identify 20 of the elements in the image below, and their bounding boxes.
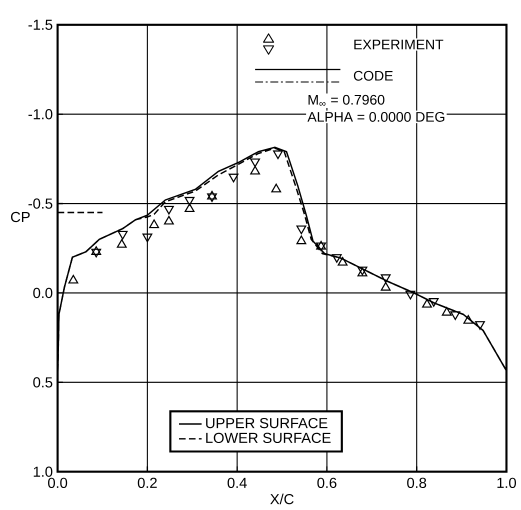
x-tick-label: 0.2	[138, 478, 157, 488]
y-tick-label: 0.5	[33, 376, 52, 388]
annotation: M$_{∞}$ = 0.7960	[308, 94, 384, 106]
x-tick-label: 0.8	[407, 478, 426, 488]
legend-label: UPPER SURFACE	[206, 418, 328, 428]
x-axis-title: X/C	[270, 493, 294, 504]
annotation: CODE	[354, 70, 393, 80]
y-tick-label: 0.0	[33, 288, 52, 298]
annotation: EXPERIMENT	[354, 40, 444, 50]
x-tick-label: 0.0	[48, 478, 68, 488]
x-tick-label: 0.4	[228, 478, 247, 488]
x-tick-label: 1.0	[497, 478, 516, 488]
y-tick-label: -1.0	[28, 108, 52, 120]
legend-label: LOWER SURFACE	[206, 432, 331, 443]
y-tick-label: -0.5	[28, 198, 52, 209]
y-tick-label: -1.5	[28, 20, 52, 30]
y-tick-label: 1.0	[34, 466, 52, 477]
x-tick-label: 0.6	[317, 478, 336, 488]
y-axis-title: CP	[10, 212, 30, 222]
annotation: ALPHA = 0.0000 DEG	[307, 112, 444, 122]
